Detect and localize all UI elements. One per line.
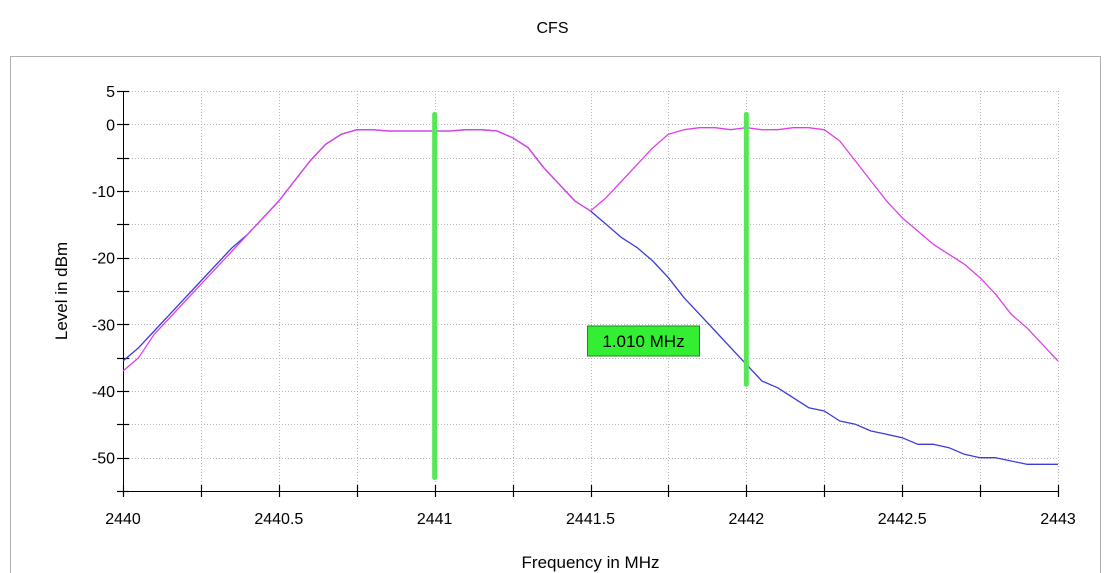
y-tick-label: -20 (92, 251, 115, 268)
x-tick-label: 2440.5 (254, 511, 303, 528)
y-tick-label: -40 (92, 384, 115, 401)
x-tick-label: 2440 (105, 511, 141, 528)
y-axis-title: Level in dBm (52, 242, 71, 340)
markers: 1.010 MHz (432, 111, 749, 481)
annotation-box (586, 325, 700, 357)
plot-frame (10, 56, 1101, 573)
x-tick-label: 2441 (417, 511, 453, 528)
y-tick-label: 0 (106, 117, 115, 134)
x-tick-label: 2441.5 (566, 511, 615, 528)
x-tick-label: 2442.5 (878, 511, 927, 528)
chart-title: CFS (536, 20, 569, 37)
y-tick-label: 5 (106, 84, 115, 101)
labels: 5 0 -10 -20 -30 -40 -50 2440 2440.5 2441 2441.5 244… (52, 84, 1076, 572)
annotation-label: 1.010 MHz (602, 332, 684, 351)
series-line-2 (122, 127, 1059, 372)
series-lines (122, 127, 1059, 465)
y-tick-label: -30 (92, 317, 115, 334)
y-tick-label: -50 (92, 451, 115, 468)
axes (117, 90, 1060, 497)
grid (123, 91, 1059, 492)
series-line-1 (122, 129, 1058, 465)
x-tick-label: 2443 (1040, 511, 1076, 528)
x-tick-label: 2442 (729, 511, 765, 528)
x-axis-title: Frequency in MHz (522, 553, 660, 572)
y-tick-label: -10 (92, 184, 115, 201)
